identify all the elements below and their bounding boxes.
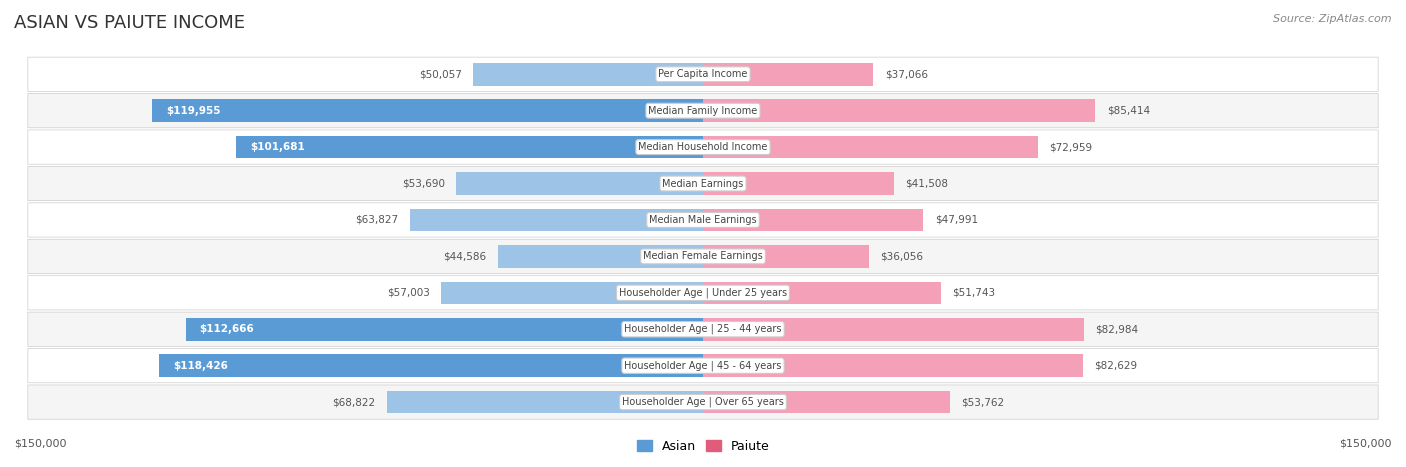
Bar <box>703 318 1084 340</box>
FancyBboxPatch shape <box>28 93 1378 128</box>
Bar <box>441 282 703 304</box>
FancyBboxPatch shape <box>28 239 1378 274</box>
Bar <box>703 209 924 231</box>
Text: Median Family Income: Median Family Income <box>648 106 758 116</box>
Text: $47,991: $47,991 <box>935 215 979 225</box>
FancyBboxPatch shape <box>28 348 1378 383</box>
FancyBboxPatch shape <box>28 130 1378 164</box>
Bar <box>703 354 1083 377</box>
Bar <box>472 63 703 85</box>
FancyBboxPatch shape <box>28 276 1378 310</box>
Text: Median Female Earnings: Median Female Earnings <box>643 251 763 262</box>
Text: $57,003: $57,003 <box>387 288 430 298</box>
Text: $85,414: $85,414 <box>1107 106 1150 116</box>
Bar <box>236 136 703 158</box>
Bar <box>703 136 1038 158</box>
Bar <box>152 99 703 122</box>
FancyBboxPatch shape <box>28 166 1378 201</box>
Text: $72,959: $72,959 <box>1049 142 1092 152</box>
Text: $112,666: $112,666 <box>200 324 254 334</box>
Text: $36,056: $36,056 <box>880 251 924 262</box>
Text: Median Household Income: Median Household Income <box>638 142 768 152</box>
Text: $44,586: $44,586 <box>444 251 486 262</box>
Text: Householder Age | 45 - 64 years: Householder Age | 45 - 64 years <box>624 361 782 371</box>
Text: Per Capita Income: Per Capita Income <box>658 69 748 79</box>
Text: ASIAN VS PAIUTE INCOME: ASIAN VS PAIUTE INCOME <box>14 14 245 32</box>
Text: $82,629: $82,629 <box>1094 361 1137 371</box>
Bar <box>703 172 894 195</box>
Text: $51,743: $51,743 <box>952 288 995 298</box>
Bar <box>159 354 703 377</box>
FancyBboxPatch shape <box>28 312 1378 347</box>
Bar <box>409 209 703 231</box>
Text: Householder Age | 25 - 44 years: Householder Age | 25 - 44 years <box>624 324 782 334</box>
Legend: Asian, Paiute: Asian, Paiute <box>631 435 775 458</box>
Bar <box>703 282 941 304</box>
Bar <box>703 245 869 268</box>
Text: $53,690: $53,690 <box>402 178 444 189</box>
Text: Householder Age | Under 25 years: Householder Age | Under 25 years <box>619 288 787 298</box>
Text: $53,762: $53,762 <box>962 397 1004 407</box>
FancyBboxPatch shape <box>28 57 1378 92</box>
Text: $150,000: $150,000 <box>1340 439 1392 448</box>
Text: $119,955: $119,955 <box>166 106 221 116</box>
FancyBboxPatch shape <box>28 385 1378 419</box>
Text: Source: ZipAtlas.com: Source: ZipAtlas.com <box>1274 14 1392 24</box>
Text: $50,057: $50,057 <box>419 69 461 79</box>
Bar <box>498 245 703 268</box>
Text: $41,508: $41,508 <box>905 178 948 189</box>
Text: $150,000: $150,000 <box>14 439 66 448</box>
Bar <box>186 318 703 340</box>
Text: $82,984: $82,984 <box>1095 324 1139 334</box>
Text: Median Male Earnings: Median Male Earnings <box>650 215 756 225</box>
Text: $63,827: $63,827 <box>356 215 398 225</box>
Text: $68,822: $68,822 <box>332 397 375 407</box>
Text: $37,066: $37,066 <box>884 69 928 79</box>
Bar <box>703 391 950 413</box>
Text: Median Earnings: Median Earnings <box>662 178 744 189</box>
Text: $101,681: $101,681 <box>250 142 305 152</box>
Bar <box>387 391 703 413</box>
Text: $118,426: $118,426 <box>173 361 228 371</box>
Text: Householder Age | Over 65 years: Householder Age | Over 65 years <box>621 397 785 407</box>
Bar <box>703 63 873 85</box>
FancyBboxPatch shape <box>28 203 1378 237</box>
Bar <box>457 172 703 195</box>
Bar <box>703 99 1095 122</box>
